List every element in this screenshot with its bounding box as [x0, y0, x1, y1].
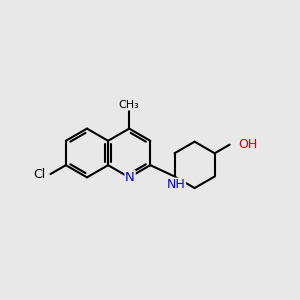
- Text: OH: OH: [238, 138, 257, 151]
- Text: CH₃: CH₃: [119, 100, 140, 110]
- Text: Cl: Cl: [33, 168, 45, 181]
- Text: NH: NH: [167, 178, 185, 191]
- Text: N: N: [125, 171, 135, 184]
